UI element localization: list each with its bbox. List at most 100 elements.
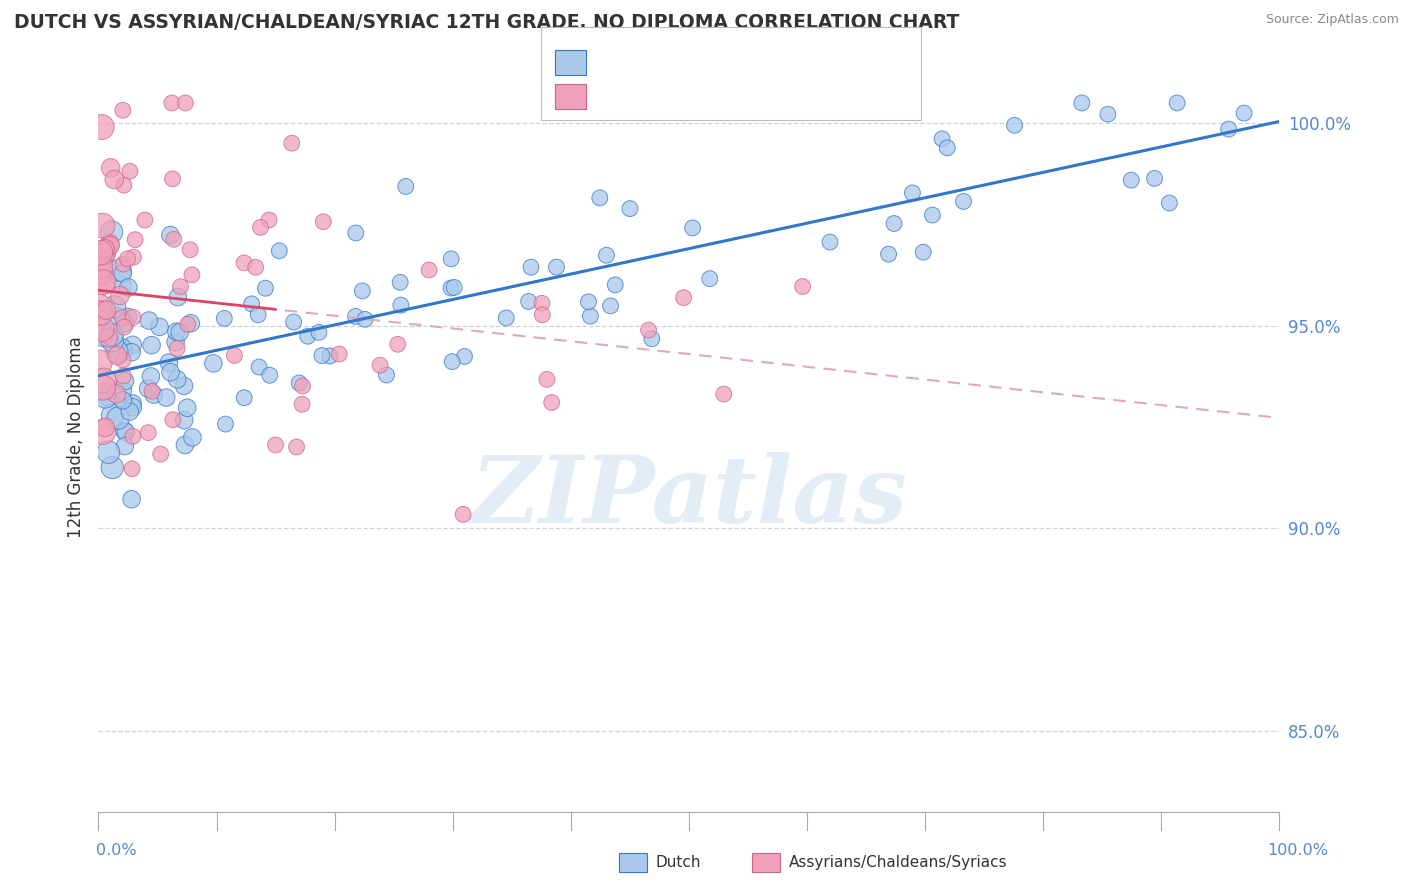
Point bbox=[1218, 122, 1240, 136]
Point bbox=[89, 355, 111, 369]
Point bbox=[142, 387, 165, 401]
Point bbox=[94, 242, 117, 256]
Point bbox=[297, 329, 319, 343]
Point bbox=[104, 311, 127, 326]
Point bbox=[124, 233, 146, 247]
Point bbox=[173, 379, 195, 393]
Point bbox=[97, 445, 120, 459]
Point bbox=[91, 246, 114, 260]
Point bbox=[912, 245, 935, 260]
Point bbox=[637, 323, 659, 337]
Point bbox=[108, 263, 131, 277]
Point bbox=[672, 291, 695, 305]
Text: 0.0%: 0.0% bbox=[96, 843, 136, 858]
Text: R =: R = bbox=[595, 87, 634, 105]
Point bbox=[121, 338, 143, 352]
Point bbox=[605, 277, 627, 292]
Point bbox=[319, 349, 342, 363]
Point bbox=[176, 401, 198, 415]
Text: R =: R = bbox=[595, 54, 634, 71]
Text: Dutch: Dutch bbox=[655, 855, 700, 870]
Point bbox=[418, 263, 440, 277]
Text: ZIPatlas: ZIPatlas bbox=[471, 452, 907, 542]
Point bbox=[122, 310, 145, 325]
Point bbox=[264, 438, 287, 452]
Point bbox=[589, 191, 612, 205]
Point bbox=[163, 232, 186, 246]
Point bbox=[117, 252, 139, 266]
Point bbox=[441, 354, 464, 368]
Point bbox=[173, 413, 195, 427]
Point bbox=[713, 387, 735, 401]
Point bbox=[112, 178, 135, 193]
Point bbox=[283, 315, 305, 329]
Point bbox=[169, 325, 191, 339]
Point bbox=[395, 179, 418, 194]
Point bbox=[288, 376, 311, 390]
Point bbox=[181, 430, 204, 444]
Point bbox=[159, 228, 181, 243]
Point bbox=[1143, 171, 1166, 186]
Point bbox=[118, 164, 141, 178]
Point bbox=[312, 215, 335, 229]
Point bbox=[157, 356, 180, 370]
Point bbox=[578, 294, 600, 309]
Point bbox=[94, 420, 117, 434]
Point bbox=[595, 248, 617, 262]
Point bbox=[368, 358, 391, 372]
Point bbox=[100, 161, 122, 175]
Point bbox=[121, 429, 143, 443]
Point bbox=[111, 310, 134, 325]
Point bbox=[180, 316, 202, 330]
Point bbox=[233, 256, 256, 270]
Point bbox=[101, 327, 124, 342]
Point bbox=[174, 438, 197, 452]
Point bbox=[112, 257, 135, 271]
Point bbox=[114, 374, 136, 388]
Point bbox=[165, 325, 187, 339]
Text: N =: N = bbox=[704, 54, 744, 71]
Point bbox=[443, 280, 465, 294]
Point bbox=[89, 306, 111, 320]
Point bbox=[114, 397, 136, 411]
Point bbox=[91, 219, 114, 233]
Point bbox=[111, 353, 134, 368]
Point bbox=[105, 349, 128, 363]
Point bbox=[451, 508, 474, 522]
Point bbox=[387, 337, 409, 351]
Point bbox=[619, 202, 641, 216]
Point bbox=[1159, 196, 1181, 211]
Point bbox=[138, 313, 160, 327]
Point bbox=[105, 387, 128, 401]
Point bbox=[117, 310, 139, 324]
Point bbox=[91, 328, 114, 343]
Point bbox=[141, 384, 163, 399]
Point bbox=[389, 298, 412, 312]
Point bbox=[165, 335, 187, 350]
Point bbox=[148, 319, 170, 334]
Point bbox=[98, 236, 121, 251]
Point bbox=[936, 141, 959, 155]
Point bbox=[224, 348, 246, 362]
Point bbox=[101, 460, 124, 475]
Point bbox=[1166, 95, 1188, 110]
Point bbox=[247, 308, 270, 322]
Point bbox=[599, 299, 621, 313]
Point bbox=[328, 347, 350, 361]
Point bbox=[90, 322, 112, 336]
Point bbox=[214, 311, 236, 326]
Point bbox=[682, 220, 704, 235]
Point bbox=[149, 447, 172, 461]
Point bbox=[112, 424, 135, 438]
Point bbox=[269, 244, 291, 258]
Point bbox=[122, 250, 145, 264]
Point bbox=[110, 343, 132, 357]
Point bbox=[111, 393, 134, 408]
Point bbox=[818, 235, 841, 249]
Point bbox=[114, 316, 136, 330]
Point bbox=[699, 271, 721, 285]
Point bbox=[344, 226, 367, 240]
Point bbox=[202, 356, 225, 370]
Point bbox=[531, 308, 554, 322]
Text: Source: ZipAtlas.com: Source: ZipAtlas.com bbox=[1265, 13, 1399, 27]
